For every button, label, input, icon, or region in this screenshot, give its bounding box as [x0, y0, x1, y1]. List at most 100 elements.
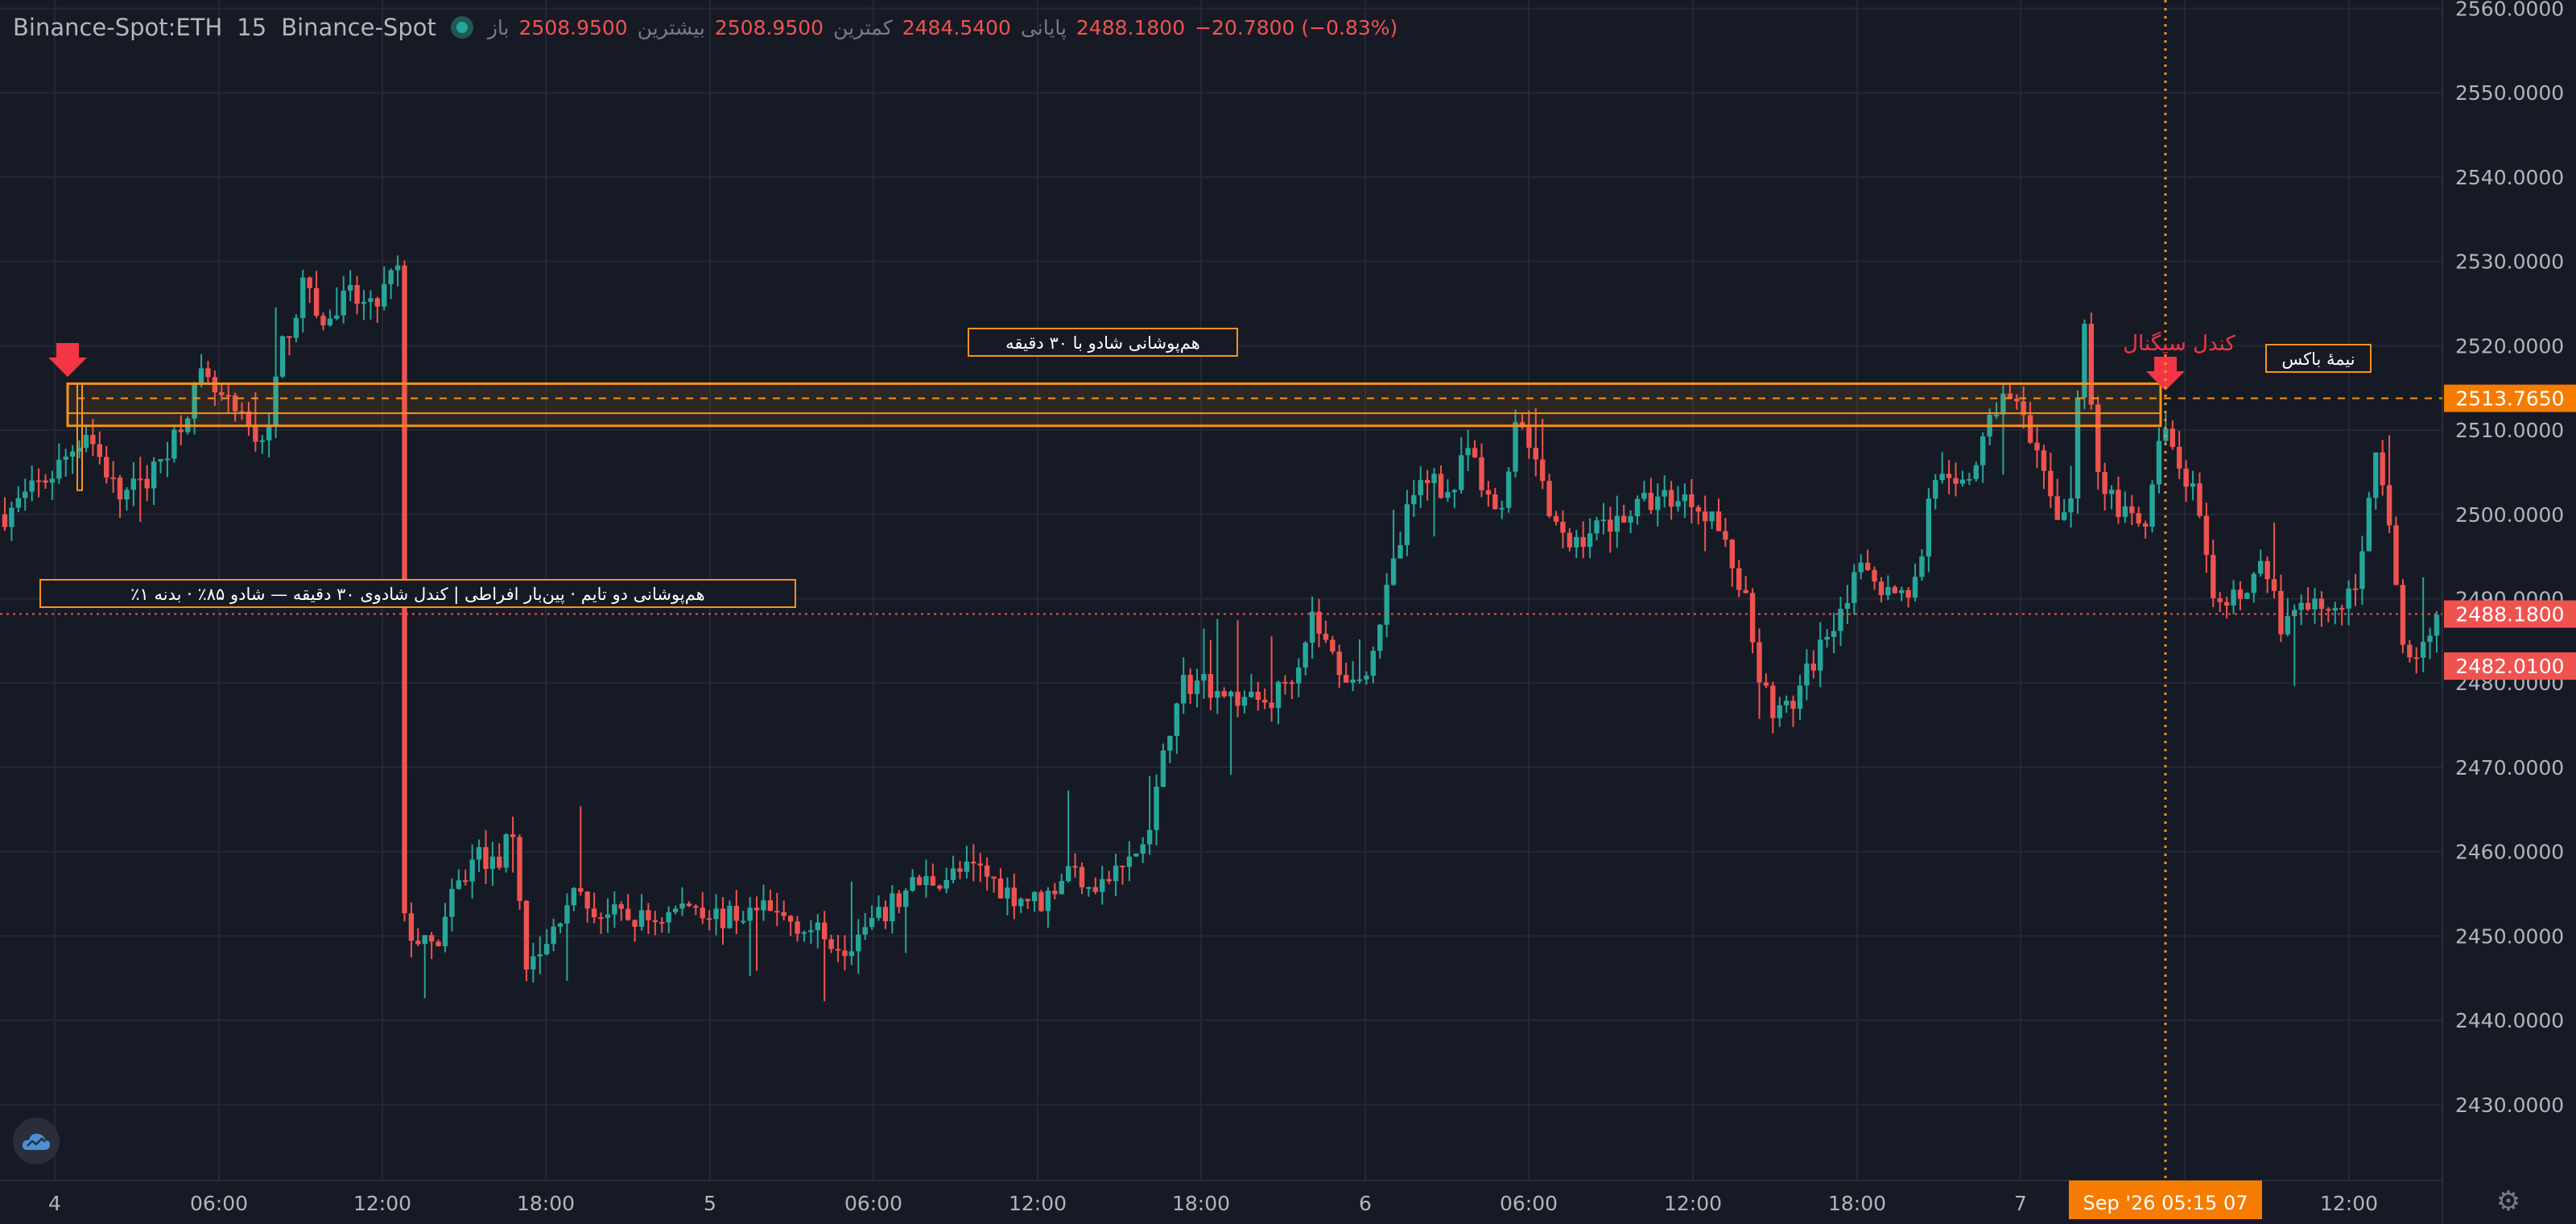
candle-body — [2183, 468, 2189, 487]
open-label: باز — [487, 15, 510, 39]
x-tick-label: 12:00 — [1664, 1192, 1722, 1215]
candle-body — [178, 429, 184, 432]
candle-body — [815, 922, 821, 931]
box-label-frame — [968, 328, 1238, 357]
candle-body — [1526, 427, 1532, 449]
candle-body — [1695, 507, 1701, 512]
candle-body — [1499, 507, 1505, 510]
candle-body — [1810, 664, 1817, 671]
candle-body — [1350, 680, 1356, 683]
candle-body — [1140, 844, 1146, 854]
symbol-name[interactable]: Binance-Spot:ETH — [13, 14, 223, 41]
high-label: بیشترین — [637, 15, 705, 39]
candle-body — [2366, 498, 2372, 552]
candle-body — [571, 887, 577, 906]
interval-label[interactable]: 15 — [237, 14, 267, 41]
candle-body — [97, 444, 103, 457]
candle-body — [2312, 598, 2318, 610]
tradingview-cloud-icon[interactable] — [13, 1118, 60, 1164]
candle-body — [1472, 448, 1478, 457]
market-status-icon — [450, 16, 473, 39]
candle-body — [259, 440, 265, 442]
last-price-tag-bg — [2444, 600, 2576, 628]
candle-body — [2061, 512, 2067, 520]
candle-body — [1343, 675, 1349, 683]
candle-body — [693, 906, 699, 908]
candle-body — [422, 935, 427, 945]
candle-body — [287, 336, 292, 338]
candle-body — [1018, 899, 1024, 907]
candle-body — [1126, 856, 1133, 867]
signal-label: کندل سیگنال — [2123, 331, 2235, 356]
candle-body — [937, 885, 943, 889]
candle-body — [1445, 492, 1451, 498]
candle-body — [1038, 891, 1044, 912]
candle-body — [882, 907, 889, 922]
candle-body — [2082, 324, 2087, 398]
candle-body — [1614, 515, 1620, 532]
candle-body — [1513, 422, 1518, 472]
candle-body — [1451, 490, 1458, 493]
candle-body — [1031, 891, 1038, 902]
candle-body — [469, 859, 475, 882]
candle-body — [1364, 676, 1369, 680]
candle-body — [266, 427, 272, 440]
candle-body — [2278, 590, 2284, 635]
candle-body — [2014, 399, 2020, 402]
candle-body — [510, 834, 516, 837]
candle-body — [950, 868, 956, 880]
candle-body — [374, 298, 381, 307]
candle-body — [2244, 593, 2250, 599]
y-tick-label: 2530.0000 — [2455, 250, 2564, 274]
candle-body — [1505, 471, 1512, 508]
gear-icon[interactable]: ⚙ — [2496, 1185, 2521, 1218]
candle-body — [1770, 685, 1776, 718]
candle-body — [652, 920, 658, 923]
candle-body — [1221, 691, 1227, 697]
candle-body — [1465, 448, 1471, 456]
candle-body — [428, 935, 435, 942]
mark-price-tag-bg — [2444, 652, 2576, 680]
candle-body — [1100, 879, 1105, 892]
candle-body — [483, 846, 489, 870]
candle-body — [1723, 531, 1728, 540]
candle-body — [625, 908, 631, 920]
candle-body — [1235, 692, 1241, 706]
candle-body — [801, 932, 807, 934]
candle-body — [1736, 568, 1742, 590]
candle-body — [497, 856, 502, 868]
candle-body — [104, 457, 109, 478]
candle-body — [2413, 657, 2419, 660]
high-value: 2508.9500 — [714, 15, 824, 39]
candle-body — [2, 514, 8, 527]
candle-body — [1967, 478, 1972, 481]
candle-body — [29, 480, 35, 492]
candle-body — [1275, 681, 1282, 709]
candle-body — [1309, 611, 1315, 643]
candle-body — [862, 927, 868, 935]
candle-body — [727, 905, 733, 928]
candle-body — [679, 904, 685, 909]
candle-body — [76, 448, 82, 452]
candle-body — [1864, 562, 1871, 570]
x-tick-label: 06:00 — [190, 1192, 248, 1215]
candle-body — [1912, 577, 1918, 598]
candle-body — [2122, 506, 2128, 517]
candle-body — [1892, 586, 1897, 593]
candle-body — [578, 887, 584, 892]
candle-body — [2048, 470, 2054, 497]
candle-body — [35, 480, 42, 482]
candle-body — [720, 908, 726, 928]
candle-body — [1668, 490, 1674, 507]
mark-price-tag: 2482.0100 — [2455, 655, 2564, 678]
candle-body — [2400, 585, 2406, 645]
candle-body — [2237, 589, 2244, 599]
candle-body — [1885, 586, 1891, 596]
candle-body — [1634, 498, 1641, 517]
candle-body — [2149, 484, 2155, 527]
open-value: 2508.9500 — [518, 15, 628, 39]
candle-body — [598, 917, 604, 920]
candle-body — [564, 905, 570, 924]
candle-body — [1797, 685, 1803, 709]
